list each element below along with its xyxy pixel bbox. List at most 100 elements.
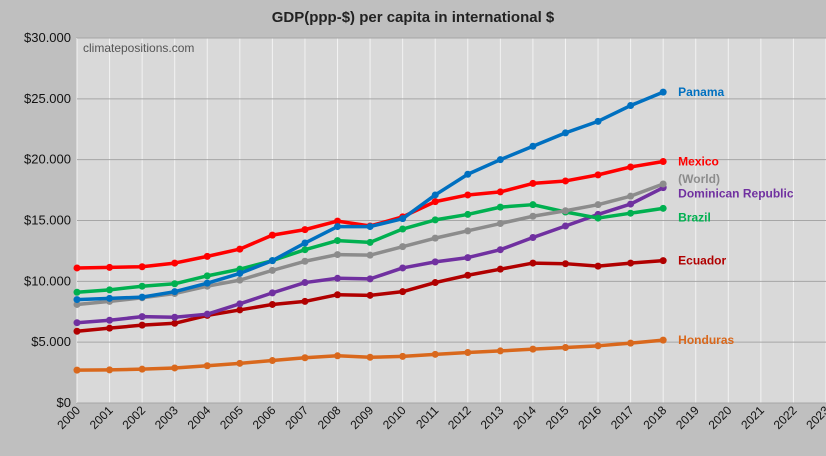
data-point-panama (496, 156, 504, 164)
data-point-world (464, 227, 472, 235)
data-point-dominican-republic (627, 200, 635, 208)
data-point-ecuador (561, 260, 569, 268)
data-point-honduras (399, 352, 407, 360)
series-panama (73, 88, 667, 304)
series-ecuador (73, 257, 667, 335)
data-point-dominican-republic (366, 275, 374, 283)
data-point-panama (203, 279, 211, 287)
data-point-mexico (203, 252, 211, 260)
data-point-panama (268, 257, 276, 265)
data-point-dominican-republic (464, 254, 472, 262)
data-point-panama (464, 170, 472, 178)
data-point-honduras (464, 349, 472, 357)
data-point-mexico (236, 245, 244, 253)
data-point-honduras (203, 362, 211, 370)
data-point-panama (659, 88, 667, 96)
data-point-mexico (171, 259, 179, 267)
data-point-panama (106, 294, 114, 302)
data-point-dominican-republic (561, 222, 569, 230)
data-point-honduras (561, 344, 569, 352)
data-point-dominican-republic (106, 316, 114, 324)
data-point-ecuador (399, 288, 407, 296)
series-labels: Honduras Ecuador Dominican Republic Brazil (… (678, 85, 794, 347)
data-point-panama (594, 117, 602, 125)
y-tick-label: $5.000 (31, 334, 71, 349)
data-point-world (334, 251, 342, 259)
series-group (73, 88, 667, 374)
data-point-mexico (431, 198, 439, 206)
data-point-dominican-republic (496, 246, 504, 254)
data-point-mexico (594, 171, 602, 179)
data-point-panama (301, 239, 309, 247)
data-point-brazil (171, 280, 179, 288)
data-point-honduras (431, 350, 439, 358)
data-point-brazil (334, 237, 342, 245)
y-tick-label: $10.000 (24, 273, 71, 288)
data-point-honduras (496, 347, 504, 355)
y-axis-ticks: $0 $5.000 $10.000 $15.000 $20.000 $25.000 $30.… (24, 30, 71, 410)
data-point-dominican-republic (301, 279, 309, 287)
data-point-mexico (268, 231, 276, 239)
data-point-honduras (171, 364, 179, 372)
data-point-ecuador (171, 319, 179, 327)
data-point-honduras (627, 339, 635, 347)
data-point-honduras (594, 342, 602, 350)
data-point-mexico (561, 177, 569, 185)
data-point-panama (399, 215, 407, 223)
data-point-ecuador (138, 321, 146, 329)
data-point-panama (366, 223, 374, 231)
data-point-ecuador (334, 291, 342, 299)
data-point-mexico (529, 179, 537, 187)
data-point-dominican-republic (431, 258, 439, 266)
data-point-panama (529, 142, 537, 150)
data-point-world (236, 276, 244, 284)
y-tick-label: $30.000 (24, 30, 71, 45)
data-point-brazil (203, 272, 211, 280)
data-point-mexico (496, 188, 504, 196)
series-label-dominican-republic: Dominican Republic (678, 187, 794, 201)
data-point-honduras (236, 359, 244, 367)
data-point-dominican-republic (399, 264, 407, 272)
data-point-dominican-republic (236, 300, 244, 308)
data-point-honduras (366, 353, 374, 361)
data-point-dominican-republic (138, 313, 146, 321)
data-point-world (659, 180, 667, 188)
data-point-panama (138, 293, 146, 301)
data-point-world (431, 234, 439, 242)
data-point-mexico (334, 217, 342, 225)
data-point-world (301, 257, 309, 265)
series-honduras (73, 336, 667, 374)
data-point-mexico (301, 226, 309, 234)
data-point-brazil (73, 288, 81, 296)
data-point-brazil (431, 216, 439, 224)
data-point-honduras (138, 365, 146, 373)
data-point-honduras (301, 354, 309, 362)
data-point-ecuador (301, 297, 309, 305)
series-label-ecuador: Ecuador (678, 254, 726, 268)
data-point-brazil (496, 203, 504, 211)
data-point-world (529, 212, 537, 220)
data-point-world (627, 192, 635, 200)
data-point-ecuador (464, 271, 472, 279)
data-point-dominican-republic (529, 234, 537, 242)
watermark: climatepositions.com (83, 41, 194, 55)
data-point-honduras (334, 352, 342, 360)
data-point-panama (73, 296, 81, 304)
data-point-ecuador (236, 306, 244, 314)
y-tick-label: $15.000 (24, 213, 71, 228)
series-label-brazil: Brazil (678, 210, 711, 224)
data-point-world (561, 207, 569, 215)
data-point-honduras (106, 366, 114, 374)
data-point-panama (431, 191, 439, 199)
series-label-world: (World) (678, 172, 720, 186)
data-point-mexico (659, 157, 667, 165)
data-point-panama (236, 269, 244, 277)
data-point-brazil (627, 209, 635, 217)
data-point-honduras (659, 336, 667, 344)
data-point-dominican-republic (268, 289, 276, 297)
y-tick-label: $25.000 (24, 91, 71, 106)
data-point-dominican-republic (73, 319, 81, 327)
data-point-panama (334, 223, 342, 231)
data-point-brazil (464, 210, 472, 218)
